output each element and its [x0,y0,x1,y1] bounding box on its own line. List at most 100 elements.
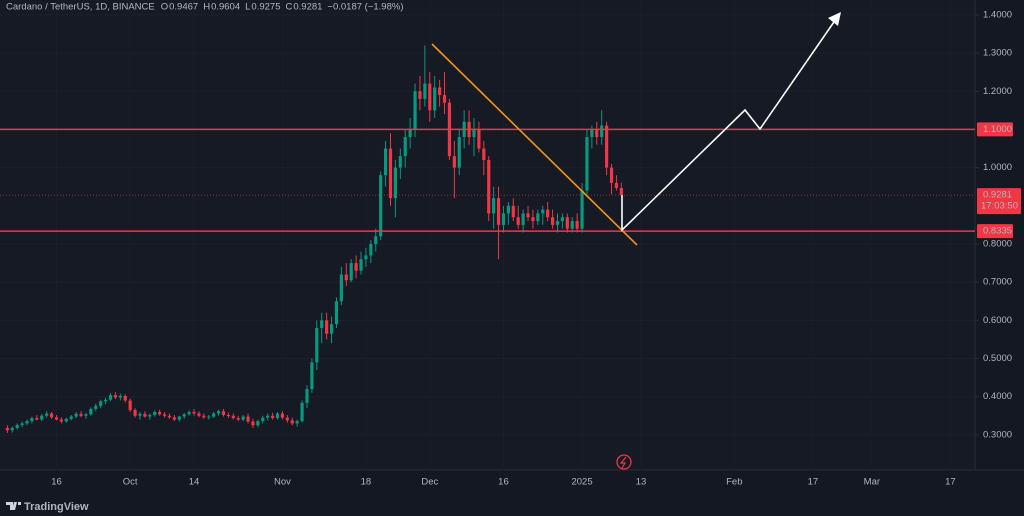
x-tick-label: 14 [189,477,200,488]
candle-body [148,415,152,417]
candle-body [74,413,78,417]
candle-body [128,400,132,411]
candle-body [600,125,604,138]
x-tick-label: Dec [421,477,438,488]
candle-body [609,167,614,183]
candle-body [359,259,363,271]
candle-body [457,137,461,168]
candle-body [354,263,358,271]
candle-body [104,399,108,402]
y-tick-label: 0.8000 [983,238,1012,249]
candle-body [221,411,226,416]
candle-body [133,410,137,416]
x-tick-label: Oct [123,477,138,488]
y-tick-label: 1.4000 [983,9,1012,20]
candle-body [59,419,63,422]
candle-body [64,418,68,422]
candle-body [408,129,412,138]
y-tick-label: 0.4000 [983,391,1012,402]
brand-logo [6,502,21,510]
candle-body [482,148,486,160]
x-tick-label: 16 [498,477,509,488]
candle-body [226,415,230,417]
y-tick-label: 1.3000 [983,48,1012,59]
x-tick-label: Feb [726,477,742,488]
candle-body [295,421,299,424]
candle-body [5,428,9,431]
level-label: 1.1000 [983,124,1012,135]
candle-body [344,274,348,281]
candle-body [501,213,506,225]
symbol-title: Cardano / TetherUS, 1D, BINANCE [6,2,155,13]
candle-body [158,411,162,415]
candle-body [79,413,83,416]
candle-body [271,415,275,419]
candle-body [123,395,127,401]
x-tick-label: 17 [945,477,956,488]
legend: Cardano / TetherUS, 1D, BINANCE O 0.9467 H… [6,2,403,13]
event-icon [616,454,632,470]
candle-body [275,413,280,419]
candle-body [428,83,432,111]
candle-body [182,414,186,417]
x-tick-label: 16 [51,477,62,488]
candle-body [374,236,378,244]
event-bolt [619,456,627,469]
candle-body [531,217,535,222]
candle-body [423,83,427,99]
candle-body [398,156,402,168]
y-tick-label: 0.5000 [983,353,1012,364]
candle-body [614,182,619,188]
candle-body [339,274,343,302]
candle-body [143,413,147,417]
level-tag [977,224,1013,239]
candle-body [595,129,599,138]
candle-body [325,320,329,334]
candle-body [10,428,14,431]
y-tick-label: 0.3000 [983,429,1012,440]
candle-body [452,156,456,168]
last-price-label: 0.9281 [983,190,1012,201]
candle-body [290,420,294,424]
candle-body [216,411,221,414]
plot-area [0,0,975,470]
candle-body [285,417,289,421]
x-tick-label: Mar [864,477,880,488]
candle-body [99,401,103,406]
candle-body [256,421,260,426]
candle-body [266,415,270,418]
candle-body [442,95,447,103]
legend-key: C [285,2,292,13]
y-tick-label: 1.0000 [983,162,1012,173]
projection-arrow [621,18,837,232]
candle-body [605,125,609,168]
candle-body [546,209,550,218]
candle-body [418,91,422,99]
y-tick-label: 1.2000 [983,86,1012,97]
candle-body [413,91,417,130]
candle-body [349,263,353,281]
candle-body [300,402,304,422]
candle-body [619,187,623,196]
candle-body [315,327,319,363]
candle-body [35,418,39,420]
candle-body [202,415,206,418]
candle-body [334,301,339,325]
y-tick-label: 0.7000 [983,277,1012,288]
candle-body [383,148,388,176]
candle-body [496,198,501,225]
candle-body [590,129,594,138]
candle-body [438,87,442,96]
candle-body [575,221,579,229]
candle-body [555,221,560,225]
legend-value: 0.9604 [211,2,240,13]
candle-body [45,413,49,416]
legend-change: −0.0187 (−1.98%) [327,2,403,13]
candle-body [246,416,250,422]
candle-body [511,205,515,218]
candle-body [550,217,555,225]
candle-body [403,137,407,157]
level-label: 0.8335 [983,226,1012,237]
candle-body [118,395,122,398]
candle-body [113,395,118,398]
